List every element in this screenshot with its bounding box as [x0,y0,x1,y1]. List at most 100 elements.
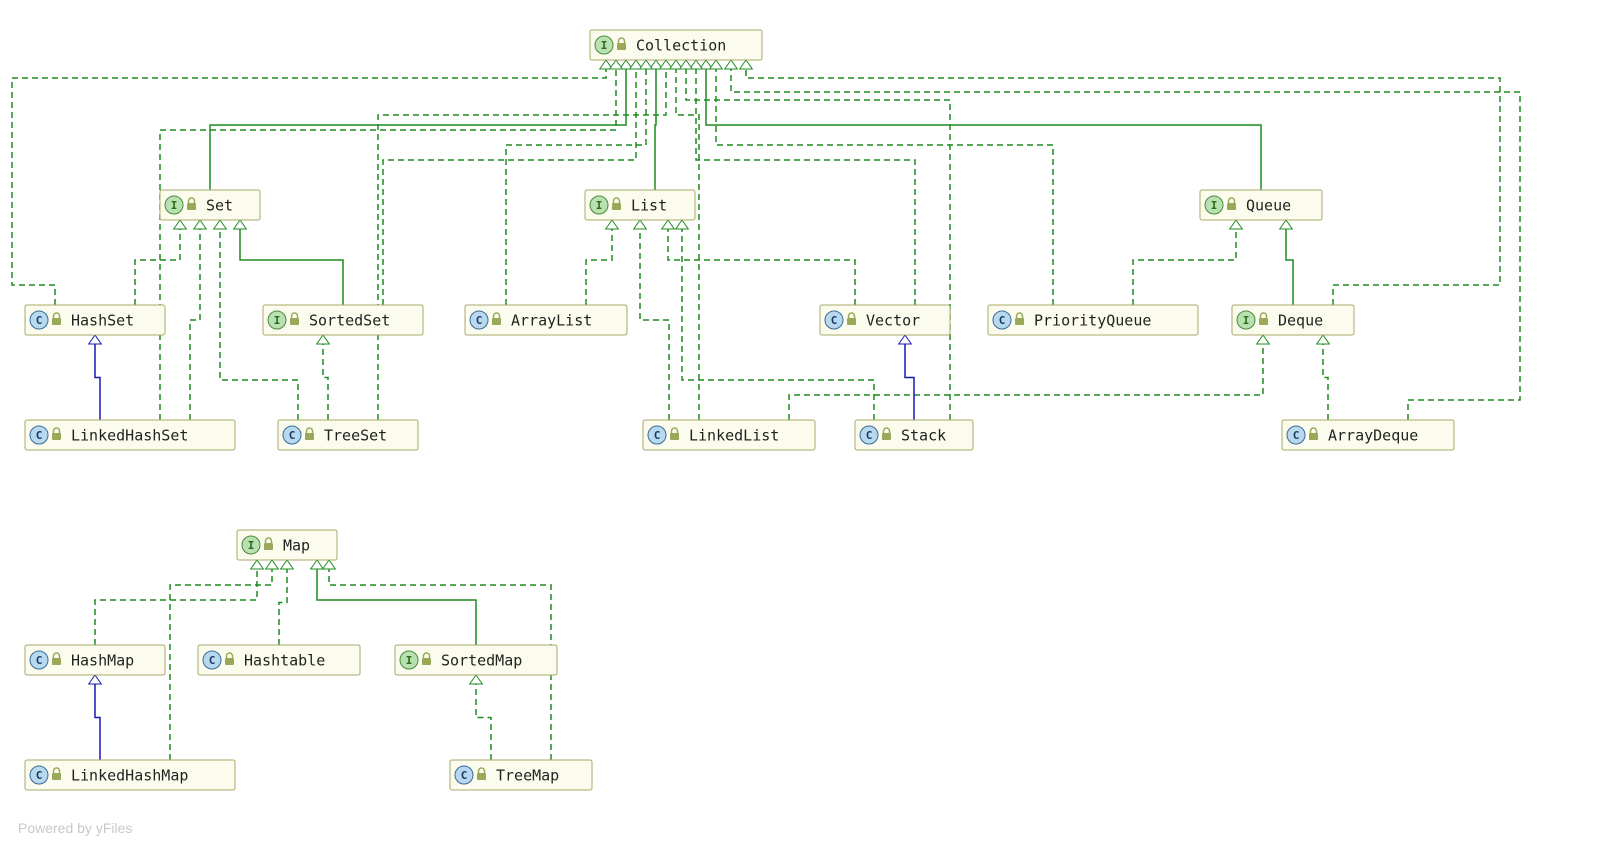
uml-node[interactable]: C LinkedHashMap [25,760,235,790]
arrowhead-icon [640,60,653,69]
arrowhead-icon [710,60,723,69]
uml-node[interactable]: C Stack [855,420,973,450]
node-label: ArrayDeque [1328,427,1418,445]
arrowhead-icon [470,675,483,684]
arrowhead-icon [662,220,675,229]
edge [135,229,180,305]
node-label: Queue [1246,197,1291,215]
uml-node[interactable]: ICollection [590,30,762,60]
node-label: Vector [866,312,920,330]
watermark-text: Powered by yFiles [18,820,132,836]
edge [746,69,1500,305]
uml-node[interactable]: C HashMap [25,645,165,675]
node-label: Hashtable [244,652,325,670]
uml-node[interactable]: C ArrayList [465,305,627,335]
edge [506,69,646,305]
arrowhead-icon [680,60,693,69]
edge [640,229,669,420]
uml-node[interactable]: I Queue [1200,190,1322,220]
edge [1133,229,1236,305]
badge-letter: C [36,314,43,327]
uml-node[interactable]: CVector [820,305,950,335]
arrowhead-icon [1317,335,1330,344]
node-label: PriorityQueue [1034,312,1151,330]
node-label: SortedMap [441,652,522,670]
edge [323,344,328,420]
badge-letter: I [596,199,603,212]
uml-node[interactable]: CArrayDeque [1282,420,1454,450]
edge [476,684,491,760]
arrowhead-icon [174,220,187,229]
edge [586,229,612,305]
arrowhead-icon [610,60,623,69]
badge-letter: I [274,314,281,327]
arrowhead-icon [1230,220,1243,229]
edge [317,569,476,645]
edge [655,69,656,190]
node-label: Deque [1278,312,1323,330]
arrowhead-icon [281,560,294,569]
arrowhead-icon [323,560,336,569]
edge [95,344,100,420]
edge [789,344,1263,420]
arrowhead-icon [899,335,912,344]
uml-node[interactable]: I SortedSet [263,305,423,335]
uml-node[interactable]: I Deque [1232,305,1354,335]
badge-letter: I [406,654,413,667]
edge [160,69,616,420]
node-label: LinkedList [689,427,779,445]
badge-letter: C [209,654,216,667]
node-label: LinkedHashMap [71,767,188,785]
node-label: Map [283,537,310,555]
node-label: LinkedHashSet [71,427,188,445]
uml-diagram: ICollection ISet I List I Queue CHashSet I Sorte… [0,0,1612,862]
edge [731,69,1520,420]
node-label: List [631,197,667,215]
badge-letter: I [1211,199,1218,212]
uml-node[interactable]: CTreeSet [278,420,418,450]
edge [240,229,343,305]
uml-node[interactable]: I SortedMap [395,645,557,675]
arrowhead-icon [1280,220,1293,229]
node-label: SortedSet [309,312,390,330]
node-label: TreeMap [496,767,559,785]
arrowhead-icon [234,220,247,229]
uml-node[interactable]: CHashSet [25,305,165,335]
node-label: Stack [901,427,946,445]
uml-node[interactable]: C LinkedHashSet [25,420,235,450]
edge [706,69,1261,190]
arrowhead-icon [676,220,689,229]
arrowhead-icon [311,560,324,569]
badge-letter: C [654,429,661,442]
uml-node[interactable]: I List [585,190,695,220]
badge-letter: C [36,429,43,442]
uml-node[interactable]: IMap [237,530,337,560]
arrowhead-icon [89,335,102,344]
uml-node[interactable]: C TreeMap [450,760,592,790]
badge-letter: C [461,769,468,782]
edge [383,69,636,305]
badge-letter: C [999,314,1006,327]
node-label: ArrayList [511,312,592,330]
uml-node[interactable]: C LinkedList [643,420,815,450]
uml-node[interactable]: C PriorityQueue [988,305,1198,335]
edge [1323,344,1328,420]
edge [1286,229,1293,305]
uml-node[interactable]: C Hashtable [198,645,360,675]
node-label: TreeSet [324,427,387,445]
node-label: HashMap [71,652,134,670]
badge-letter: I [1243,314,1250,327]
uml-node[interactable]: ISet [160,190,260,220]
arrowhead-icon [606,220,619,229]
arrowhead-icon [266,560,279,569]
edge [905,344,914,420]
badge-letter: C [866,429,873,442]
arrowhead-icon [1257,335,1270,344]
badge-letter: C [36,654,43,667]
edge [716,69,1053,305]
arrowhead-icon [251,560,264,569]
edge [696,69,915,305]
badge-letter: C [36,769,43,782]
edge [378,69,666,420]
badge-letter: C [476,314,483,327]
